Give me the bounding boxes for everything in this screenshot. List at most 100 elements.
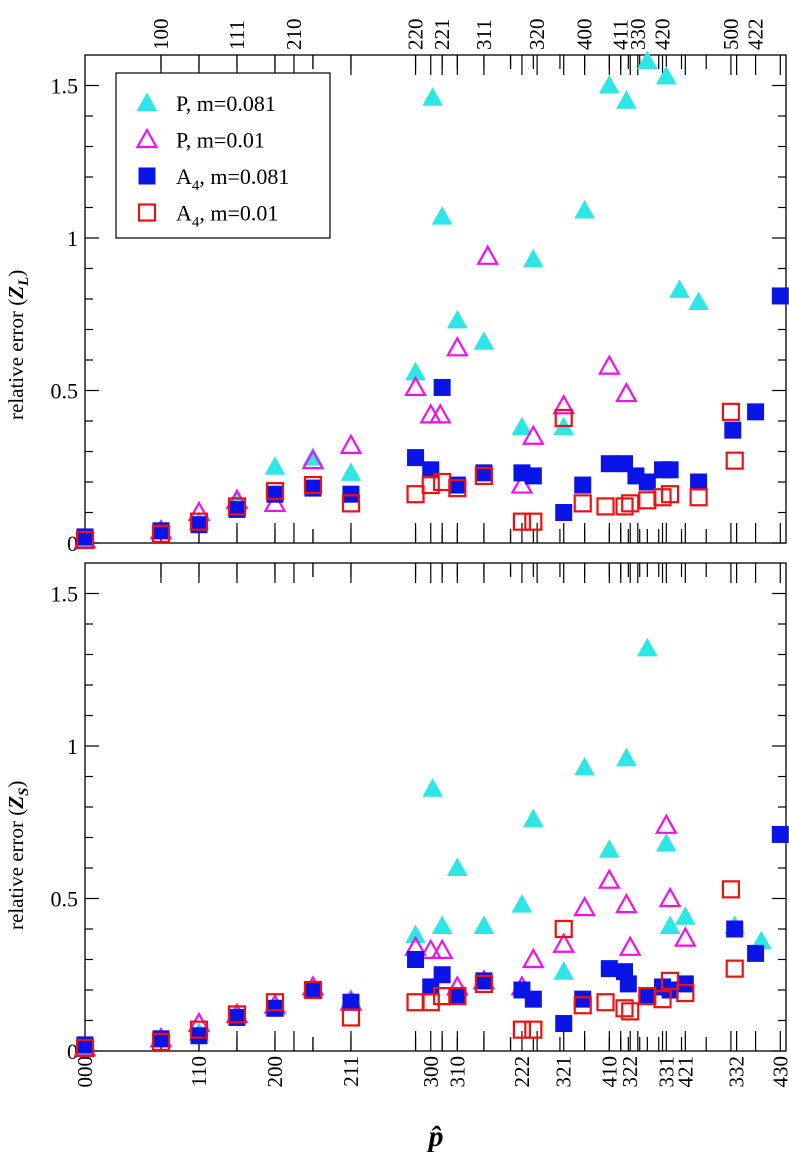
data-point bbox=[265, 993, 285, 1012]
data-point bbox=[721, 402, 741, 421]
bottom-data-marks bbox=[73, 637, 789, 1058]
data-point bbox=[615, 381, 638, 403]
data-point bbox=[227, 497, 247, 516]
data-point bbox=[616, 90, 637, 109]
legend-marker bbox=[137, 203, 157, 222]
data-point bbox=[341, 1008, 361, 1027]
data-point bbox=[655, 65, 677, 85]
data-point bbox=[619, 975, 637, 993]
data-point bbox=[433, 966, 451, 984]
data-point bbox=[726, 920, 744, 938]
top-y-axis-title: relative error (ZL) bbox=[4, 270, 32, 420]
data-point bbox=[555, 504, 573, 521]
data-point bbox=[574, 990, 592, 1008]
legend: P, m=0.081 P, m=0.01 A4, m=0.081 A4, m=0.01 bbox=[115, 72, 331, 239]
data-point bbox=[658, 886, 682, 908]
data-point bbox=[574, 756, 595, 776]
data-point bbox=[618, 935, 642, 956]
top-x-tick-label: 111 bbox=[225, 20, 249, 50]
data-point bbox=[676, 975, 694, 993]
y-tick-label: 0 bbox=[67, 1039, 78, 1064]
y-tick-label: 1 bbox=[67, 226, 78, 251]
data-point bbox=[524, 512, 543, 531]
data-point bbox=[524, 990, 542, 1008]
bottom-x-tick-label: 000 bbox=[73, 1056, 97, 1088]
legend-marker bbox=[135, 127, 159, 149]
data-point bbox=[189, 512, 209, 531]
data-point bbox=[636, 637, 658, 657]
data-point bbox=[615, 892, 638, 914]
data-point bbox=[342, 485, 360, 503]
data-point bbox=[342, 993, 360, 1011]
data-point bbox=[574, 476, 592, 494]
y-tick-label: 1.5 bbox=[51, 74, 79, 99]
data-point bbox=[431, 206, 453, 225]
y-tick-label: 0.5 bbox=[51, 887, 79, 912]
data-point bbox=[301, 448, 325, 470]
data-point bbox=[747, 403, 765, 421]
top-x-tick-label: 311 bbox=[472, 19, 496, 50]
data-point bbox=[445, 336, 469, 357]
data-point bbox=[721, 880, 741, 899]
top-x-tick-label: 100 bbox=[149, 19, 173, 51]
data-point bbox=[598, 74, 620, 94]
data-point bbox=[421, 475, 440, 495]
data-point bbox=[151, 524, 171, 543]
data-point bbox=[596, 993, 615, 1012]
bottom-x-tick-label: 200 bbox=[263, 1056, 287, 1088]
bottom-x-tick-label: 332 bbox=[725, 1056, 749, 1088]
data-point bbox=[597, 868, 621, 889]
data-point bbox=[419, 938, 443, 959]
data-point bbox=[227, 1005, 247, 1024]
data-point bbox=[661, 971, 680, 990]
data-point bbox=[638, 987, 656, 1005]
data-point bbox=[511, 894, 533, 913]
data-point bbox=[428, 403, 452, 424]
data-point bbox=[573, 494, 592, 513]
legend-label: A4, m=0.081 bbox=[176, 164, 289, 194]
data-point bbox=[747, 944, 765, 962]
data-point bbox=[75, 530, 95, 550]
legend-label: P, m=0.01 bbox=[176, 128, 265, 153]
top-x-tick-label: 320 bbox=[525, 19, 549, 51]
data-point bbox=[433, 378, 451, 396]
data-point bbox=[636, 50, 658, 70]
top-x-tick-label: 411 bbox=[609, 19, 633, 50]
data-point bbox=[303, 980, 323, 1000]
data-point bbox=[669, 279, 690, 298]
data-point bbox=[407, 951, 425, 968]
data-point bbox=[419, 403, 443, 424]
data-point bbox=[75, 1038, 95, 1058]
data-point bbox=[512, 512, 532, 531]
data-point bbox=[638, 473, 656, 491]
data-point bbox=[673, 926, 697, 947]
top-x-tick-label: 210 bbox=[282, 19, 306, 51]
data-point bbox=[340, 462, 362, 481]
data-point bbox=[676, 983, 695, 1003]
bottom-x-tick-label: 322 bbox=[618, 1056, 642, 1088]
data-point bbox=[522, 808, 544, 828]
data-point bbox=[596, 497, 615, 516]
data-point bbox=[554, 919, 573, 939]
data-point bbox=[473, 331, 495, 350]
data-point bbox=[674, 906, 696, 925]
legend-marker bbox=[138, 167, 156, 185]
data-point bbox=[265, 482, 285, 501]
data-point bbox=[661, 485, 680, 504]
data-point bbox=[405, 924, 426, 944]
data-point bbox=[725, 959, 744, 978]
data-point bbox=[638, 491, 657, 510]
data-point bbox=[573, 895, 597, 917]
data-point bbox=[771, 287, 789, 305]
data-point bbox=[404, 375, 427, 397]
data-point bbox=[724, 421, 742, 439]
data-point bbox=[511, 416, 533, 436]
data-point bbox=[422, 778, 444, 797]
data-point bbox=[524, 1020, 543, 1039]
data-point bbox=[521, 947, 545, 969]
data-point bbox=[431, 915, 453, 934]
bottom-x-tick-label: 300 bbox=[419, 1056, 443, 1088]
data-point bbox=[554, 408, 573, 428]
